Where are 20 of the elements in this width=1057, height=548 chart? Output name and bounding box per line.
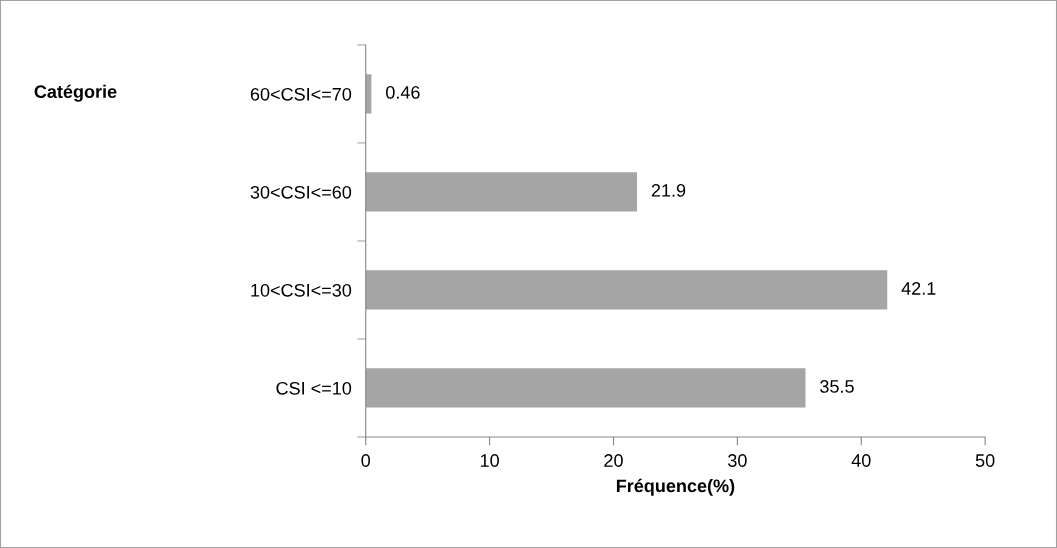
x-tick-label: 10 bbox=[480, 454, 499, 467]
text: Catégorie bbox=[34, 84, 117, 102]
data-label: 35.5 bbox=[820, 380, 854, 393]
data-label: 21.9 bbox=[651, 184, 686, 197]
bar bbox=[365, 368, 806, 408]
y-tick-label: CSI <=10 bbox=[276, 381, 352, 395]
x-tick-label: 0 bbox=[361, 454, 371, 467]
x-tick-label: 40 bbox=[851, 454, 871, 467]
data-label: 0.46 bbox=[386, 86, 420, 99]
data-label: 42.1 bbox=[901, 282, 936, 295]
y-tick-label: 30<CSI<=60 bbox=[250, 185, 352, 199]
bar bbox=[365, 172, 638, 212]
y-tick-label: 10<CSI<=30 bbox=[251, 283, 352, 297]
bar bbox=[365, 74, 372, 114]
x-tick-label: 30 bbox=[728, 454, 747, 467]
x-axis-title: Fréquence(%) bbox=[616, 478, 735, 496]
x-tick-label: 50 bbox=[975, 454, 995, 467]
bar bbox=[365, 270, 888, 310]
x-tick-label: 20 bbox=[604, 454, 623, 467]
y-tick-label: 60<CSI<=70 bbox=[250, 87, 352, 101]
